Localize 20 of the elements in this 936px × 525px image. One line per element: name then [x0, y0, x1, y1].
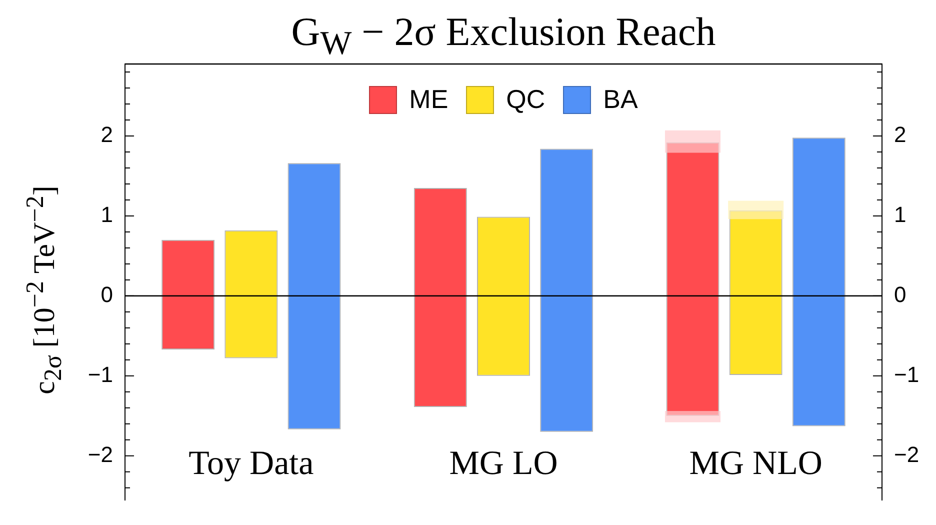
- y-tick-label: 1: [100, 202, 113, 227]
- y-tick-label: 0: [100, 282, 113, 307]
- x-tick-label: MG NLO: [689, 444, 822, 482]
- y-tick-label: 2: [100, 122, 113, 148]
- legend-label: ME: [409, 84, 448, 115]
- chart-title: G$_{W}$ − 2σ Exclusion Reach: [290, 8, 717, 63]
- y2-tick-label: 1: [894, 202, 906, 227]
- y-tick-label: −1: [88, 362, 113, 387]
- y-tick-label: −2: [88, 442, 113, 467]
- legend-label: BA: [603, 84, 638, 115]
- legend-label: QC: [506, 84, 546, 115]
- x-tick-label: Toy Data: [188, 444, 314, 482]
- y2-tick-label: −1: [894, 362, 920, 387]
- bar: [728, 200, 784, 220]
- bar: [664, 130, 721, 153]
- bar: [664, 411, 721, 422]
- y2-tick-label: 0: [894, 282, 906, 307]
- y2-tick-label: −2: [894, 442, 920, 467]
- x-tick-label: MG LO: [449, 444, 558, 482]
- y2-tick-label: 2: [894, 122, 906, 148]
